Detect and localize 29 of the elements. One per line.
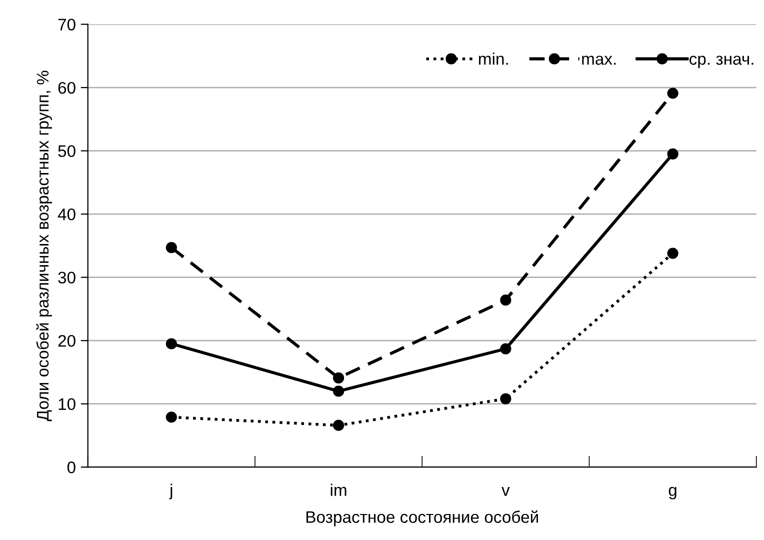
point bbox=[166, 242, 177, 254]
point bbox=[332, 420, 344, 431]
x-tick-label: v bbox=[502, 487, 510, 496]
y-tick-label: 10 bbox=[58, 398, 76, 410]
point bbox=[667, 248, 678, 259]
legend-label: max. bbox=[582, 56, 616, 65]
x-tick-label: j bbox=[169, 484, 172, 500]
y-tick-label: 20 bbox=[58, 334, 76, 347]
point bbox=[500, 343, 512, 354]
y-axis-title: Доли особей различных возрастных групп, % bbox=[36, 70, 52, 422]
point bbox=[332, 372, 344, 384]
y-tick-label: 0 bbox=[67, 462, 76, 474]
point bbox=[332, 386, 344, 397]
point bbox=[500, 294, 512, 306]
y-tick-label: 30 bbox=[58, 272, 76, 284]
y-tick-label: 70 bbox=[58, 18, 76, 31]
y-tick-label: 50 bbox=[58, 145, 76, 158]
point bbox=[166, 338, 177, 350]
point bbox=[500, 393, 512, 404]
y-tick-label: 60 bbox=[58, 82, 76, 94]
y-tick-label: 40 bbox=[58, 208, 76, 220]
legend-label: ср. знач. bbox=[690, 56, 754, 68]
legend-label: min. bbox=[478, 52, 508, 65]
x-tick-label: im bbox=[330, 484, 346, 496]
point bbox=[667, 148, 678, 160]
point bbox=[667, 88, 678, 99]
point bbox=[166, 412, 177, 423]
x-tick-label: g bbox=[668, 486, 676, 500]
x-axis-title: Возрастное состояние особей bbox=[306, 510, 538, 526]
